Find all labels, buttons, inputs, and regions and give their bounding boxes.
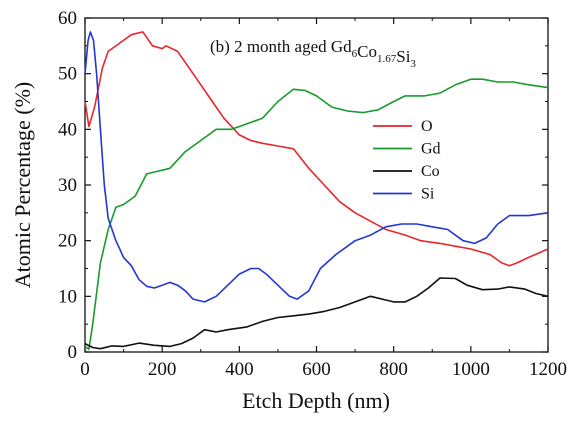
series-line-si xyxy=(84,31,549,303)
y-tick-label: 60 xyxy=(58,8,77,29)
x-axis-title: Etch Depth (nm) xyxy=(242,388,390,413)
x-tick-label: 600 xyxy=(302,359,331,380)
legend-label-co: Co xyxy=(421,163,440,180)
annotation-subscript: 6 xyxy=(352,48,358,60)
legend-label-gd: Gd xyxy=(421,141,441,158)
y-axis: 0 10 20 30 40 50 60 xyxy=(58,8,548,363)
y-tick-label: 40 xyxy=(58,119,77,140)
annotation-prefix: (b) 2 month aged Gd xyxy=(210,37,352,56)
x-tick-label: 200 xyxy=(148,359,177,380)
x-tick-label: 1200 xyxy=(529,359,567,380)
y-axis-title: Atomic Percentage (%) xyxy=(10,82,35,288)
chart-annotation: (b) 2 month aged Gd6Co1.67Si3 xyxy=(210,37,416,70)
annotation-subscript: 1.67 xyxy=(377,53,397,65)
y-tick-label: 20 xyxy=(58,231,77,252)
x-tick-label: 800 xyxy=(379,359,408,380)
series-line-gd xyxy=(84,78,549,350)
legend-label-si: Si xyxy=(421,186,435,203)
annotation-subscript: 3 xyxy=(410,58,416,70)
x-tick-label: 0 xyxy=(80,359,90,380)
series-line-o xyxy=(84,31,549,267)
x-tick-label: 1000 xyxy=(452,359,490,380)
y-tick-label: 0 xyxy=(68,342,78,363)
x-tick-label: 400 xyxy=(225,359,254,380)
x-axis: 0 200 400 600 800 1000 1200 xyxy=(80,18,567,380)
y-tick-label: 50 xyxy=(58,64,77,85)
y-tick-label: 10 xyxy=(58,286,77,307)
annotation-element: Co xyxy=(357,42,377,61)
series-lines xyxy=(84,31,549,350)
plot-frame xyxy=(84,17,549,353)
legend: O Gd Co Si xyxy=(373,118,441,203)
legend-label-o: O xyxy=(421,118,433,135)
series-line-co xyxy=(84,277,549,350)
y-tick-label: 30 xyxy=(58,175,77,196)
annotation-element: Si xyxy=(396,47,410,66)
